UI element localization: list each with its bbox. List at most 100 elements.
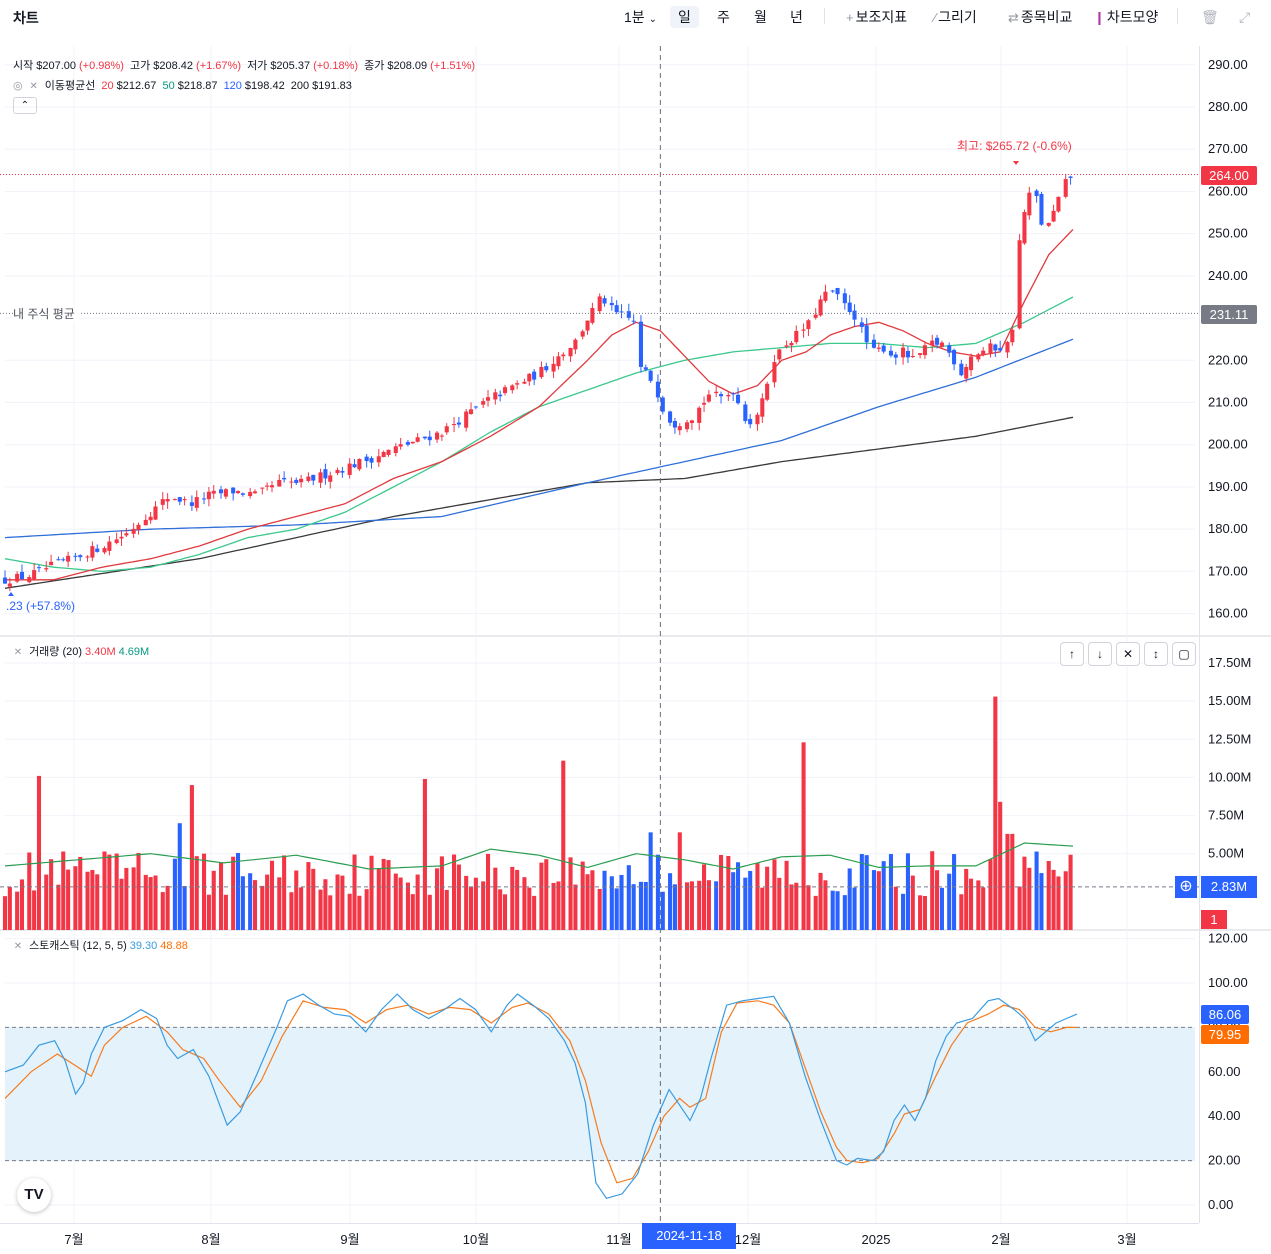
low-label: 저가: [247, 60, 268, 72]
average-price-label: 231.11: [1201, 305, 1257, 324]
candle-body: [947, 345, 952, 353]
indicators-button[interactable]: + 보조지표: [846, 6, 907, 28]
volume-tick-label: 15.00M: [1208, 693, 1251, 708]
volume-bar: [532, 895, 537, 930]
close-icon[interactable]: ✕: [29, 81, 38, 92]
candle-body: [901, 347, 906, 358]
candle-body: [502, 387, 508, 394]
volume-bar: [918, 895, 923, 930]
ma-label: 이동평균선: [44, 80, 96, 92]
candle-body: [842, 293, 847, 304]
candle-body: [830, 290, 835, 292]
candle-body: [277, 479, 282, 487]
tab-week[interactable]: 주: [717, 6, 730, 28]
price-tick-label: 270.00: [1208, 141, 1248, 156]
time-tick-label: 2025: [862, 1232, 891, 1247]
volume-bar: [124, 867, 129, 930]
candle-body: [726, 394, 731, 397]
candle-body: [456, 422, 461, 425]
remove-pane-button[interactable]: ✕: [1116, 642, 1140, 666]
compare-button[interactable]: ⇄ 종목비교: [1008, 6, 1072, 28]
collapse-pane-button[interactable]: ↕: [1144, 642, 1168, 666]
candle-body: [689, 420, 694, 424]
candle-body: [672, 421, 677, 428]
collapse-icon[interactable]: ⤢: [1239, 9, 1251, 25]
volume-bar: [1056, 876, 1061, 930]
candle-body: [306, 476, 311, 481]
page-title: 차트: [13, 10, 39, 26]
tab-year-label: 년: [790, 9, 803, 25]
volume-bar: [369, 855, 374, 930]
volume-bar: [206, 894, 211, 930]
volume-bar: [726, 856, 731, 930]
volume-bar: [813, 895, 818, 930]
stoch-value-2: 48.88: [160, 940, 188, 952]
candle-body: [609, 302, 614, 306]
toolbar-divider: [1177, 8, 1178, 24]
volume-bar: [386, 860, 391, 930]
stoch-tick-label: 100.00: [1208, 975, 1248, 990]
candle-body: [260, 487, 265, 489]
collapse-legend-button[interactable]: ⌃: [13, 97, 37, 114]
tab-year[interactable]: 년: [790, 6, 803, 28]
volume-bar: [556, 881, 561, 930]
maximize-pane-button[interactable]: ▢: [1172, 642, 1196, 666]
high-marker: [1013, 161, 1019, 166]
volume-bar: [922, 895, 927, 930]
candle-body: [410, 441, 415, 444]
candle-body: [527, 373, 532, 382]
trash-icon[interactable]: 🗑: [1201, 9, 1219, 25]
volume-bar: [719, 854, 724, 930]
eye-off-icon[interactable]: ◎: [13, 80, 23, 92]
move-pane-down-button[interactable]: ↓: [1088, 642, 1112, 666]
candle-body: [223, 489, 228, 497]
volume-bar: [842, 895, 847, 930]
volume-bar: [638, 881, 643, 930]
move-pane-up-button[interactable]: ↑: [1060, 642, 1084, 666]
volume-bar: [626, 865, 631, 930]
volume-bar: [439, 856, 444, 930]
candle-body: [910, 356, 915, 358]
last-price-label: 264.00: [1201, 166, 1257, 185]
volume-bar: [452, 854, 457, 930]
candle-body: [153, 506, 158, 520]
ma20-period: 20: [101, 80, 114, 92]
add-alert-button[interactable]: ⊕: [1175, 876, 1197, 898]
chart-style-button[interactable]: ❙ 차트모양: [1094, 6, 1158, 28]
candle-body: [935, 337, 940, 345]
candle-body: [585, 320, 590, 331]
volume-bar: [468, 886, 474, 930]
close-icon[interactable]: ✕: [13, 941, 23, 952]
tradingview-logo[interactable]: TV: [17, 1178, 51, 1212]
tab-day[interactable]: 일: [670, 6, 699, 28]
volume-bar: [493, 867, 498, 930]
time-tick-label: 11월: [606, 1232, 631, 1247]
candle-body: [1046, 222, 1051, 226]
volume-bar: [888, 854, 893, 930]
ma-legend: ◎ ✕ 이동평균선 20 $212.67 50 $218.87 120 $198.42…: [13, 77, 355, 93]
indicators-label: 보조지표: [855, 9, 908, 25]
draw-button[interactable]: ∕ 그리기: [934, 6, 977, 28]
candle-body: [182, 499, 187, 501]
close-icon[interactable]: ✕: [13, 647, 23, 658]
volume-bar: [294, 870, 299, 930]
volume-bar: [619, 874, 624, 930]
volume-bar: [19, 879, 25, 930]
volume-bar: [789, 884, 794, 930]
volume-bar: [248, 873, 253, 930]
volume-bar: [655, 854, 660, 930]
candle-body: [473, 406, 478, 408]
volume-bar: [697, 880, 702, 930]
volume-bar: [352, 854, 357, 930]
candle-body: [988, 343, 993, 354]
ma50-period: 50: [162, 80, 175, 92]
tab-month[interactable]: 월: [754, 6, 767, 28]
interval-select[interactable]: 1분 ⌄: [624, 6, 657, 28]
close-change: (+1.51%): [430, 60, 476, 72]
volume-bar: [1046, 861, 1051, 930]
candle-body: [626, 311, 631, 318]
volume-bar: [136, 852, 141, 930]
candle-body: [206, 491, 211, 500]
candle-body: [435, 432, 440, 440]
